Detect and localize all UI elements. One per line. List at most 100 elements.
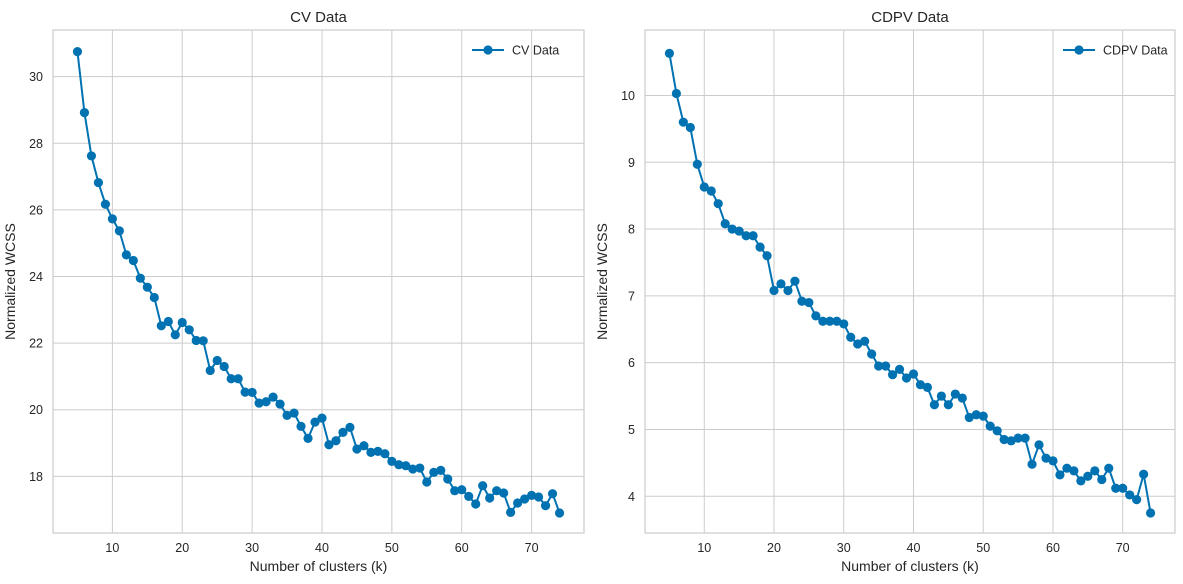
- data-point: [100, 199, 111, 209]
- data-point: [1118, 483, 1128, 493]
- data-point: [135, 273, 145, 283]
- data-point: [429, 467, 439, 477]
- data-point: [874, 361, 884, 371]
- data-point: [832, 316, 842, 326]
- data-point: [1034, 440, 1044, 450]
- y-tick-label: 18: [29, 470, 43, 484]
- data-point: [985, 421, 995, 431]
- data-point: [915, 380, 926, 390]
- data-point: [929, 400, 940, 410]
- data-point: [526, 490, 537, 500]
- legend-label: CV Data: [512, 44, 559, 58]
- chart-title: CDPV Data: [871, 9, 949, 26]
- data-point: [664, 48, 675, 58]
- y-tick-label: 6: [628, 356, 635, 370]
- data-point: [296, 421, 306, 432]
- legend-dot-marker: [483, 45, 493, 55]
- y-tick-label: 9: [628, 156, 635, 170]
- data-point: [219, 361, 229, 372]
- data-point: [755, 242, 765, 252]
- data-point: [457, 485, 467, 495]
- data-point: [184, 325, 194, 335]
- data-point: [240, 387, 250, 397]
- y-tick-label: 20: [29, 403, 43, 417]
- data-point: [1069, 466, 1079, 476]
- series-line: [668, 53, 1152, 514]
- data-point: [205, 365, 215, 376]
- data-point: [880, 361, 891, 371]
- x-tick-label: 60: [455, 541, 469, 555]
- data-point: [776, 279, 786, 289]
- data-point: [901, 373, 912, 383]
- data-point: [317, 413, 327, 423]
- data-point: [699, 182, 709, 192]
- data-point: [86, 151, 97, 161]
- x-axis-label: Number of clusters (k): [841, 558, 979, 574]
- y-tick-label: 5: [628, 423, 635, 437]
- data-point: [443, 474, 453, 484]
- x-tick-label: 60: [1046, 541, 1060, 555]
- data-point: [163, 316, 173, 327]
- plot-area-frame: [644, 29, 1176, 534]
- legend: CV Data: [472, 44, 559, 58]
- data-point: [93, 177, 104, 188]
- x-tick-label: 40: [315, 541, 329, 555]
- data-point: [1048, 456, 1058, 466]
- data-point: [908, 369, 919, 379]
- y-tick-label: 22: [29, 337, 43, 351]
- data-point: [790, 276, 800, 286]
- data-point: [359, 441, 369, 451]
- data-point: [950, 389, 960, 399]
- plot-area-frame: [52, 29, 585, 534]
- chart-title: CV Data: [290, 9, 347, 26]
- data-point: [867, 349, 877, 359]
- data-point: [492, 486, 502, 496]
- y-tick-label: 26: [29, 203, 43, 217]
- data-point: [170, 330, 180, 340]
- data-point: [1090, 466, 1100, 476]
- data-point: [247, 387, 257, 398]
- data-point: [485, 493, 495, 503]
- data-point: [1083, 471, 1093, 481]
- data-point: [1041, 453, 1051, 463]
- data-point: [978, 411, 988, 421]
- x-tick-label: 70: [525, 541, 539, 555]
- data-point: [894, 364, 905, 374]
- data-point: [198, 336, 208, 346]
- data-point: [212, 355, 222, 366]
- data-point: [762, 251, 772, 261]
- data-point: [464, 491, 474, 501]
- x-tick-label: 10: [697, 541, 711, 555]
- x-tick-label: 10: [105, 541, 119, 555]
- data-point: [825, 316, 835, 326]
- data-point: [943, 400, 953, 410]
- data-point: [957, 393, 967, 403]
- data-point: [554, 508, 565, 518]
- data-point: [303, 433, 313, 443]
- data-point: [992, 426, 1002, 436]
- data-point: [499, 488, 509, 498]
- data-point: [72, 47, 83, 57]
- data-point: [971, 410, 981, 420]
- data-point: [450, 486, 460, 496]
- data-point: [540, 501, 551, 511]
- y-tick-label: 4: [628, 490, 635, 504]
- data-point: [520, 494, 530, 504]
- data-point: [415, 463, 425, 473]
- data-point: [1055, 470, 1065, 480]
- data-point: [860, 336, 870, 346]
- data-point: [804, 297, 814, 308]
- data-point: [922, 382, 933, 392]
- x-axis-label: Number of clusters (k): [250, 558, 388, 574]
- data-point: [706, 186, 716, 196]
- data-point: [114, 226, 124, 236]
- data-point: [1111, 483, 1121, 493]
- data-point: [1006, 436, 1016, 446]
- data-point: [478, 481, 488, 491]
- data-point: [128, 255, 138, 266]
- chart-panel-cv: 10 20 30 40 50 60 70 18 20 22 24 26 28 30 CV Data Numbe…: [2, 9, 585, 574]
- data-point: [191, 335, 201, 346]
- data-point: [436, 465, 446, 475]
- data-point: [387, 456, 397, 466]
- y-tick-label: 8: [628, 223, 635, 237]
